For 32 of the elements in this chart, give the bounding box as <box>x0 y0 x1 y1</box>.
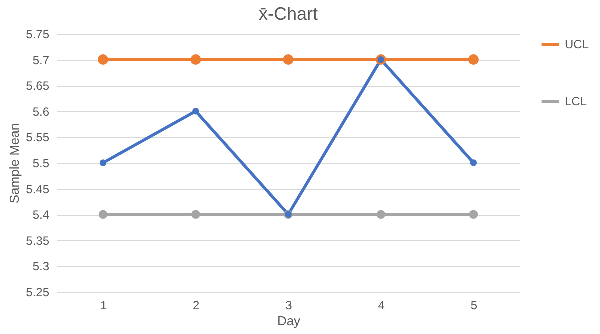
y-tick-label: 5.35 <box>26 234 50 248</box>
y-tick-label: 5.25 <box>26 286 50 300</box>
y-tick-label: 5.75 <box>26 28 50 42</box>
point <box>468 54 479 66</box>
legend-label: UCL <box>565 38 590 52</box>
point <box>470 160 478 166</box>
chart-title: x̄-Chart <box>258 4 318 24</box>
point <box>100 160 107 166</box>
legend-label: LCL <box>565 94 588 108</box>
point <box>469 210 478 219</box>
y-tick-label: 5.3 <box>32 260 50 274</box>
point <box>192 210 200 219</box>
point <box>190 54 202 66</box>
point <box>376 210 386 219</box>
x-tick-label: 3 <box>286 298 293 312</box>
x-tick-label: 1 <box>100 298 108 312</box>
y-tick-label: 5.55 <box>26 130 50 145</box>
y-tick-label: 5.7 <box>32 53 50 68</box>
point <box>98 54 109 66</box>
point <box>192 108 200 115</box>
point <box>283 54 294 66</box>
x-tick-label: 4 <box>378 298 386 312</box>
x-tick-label: 5 <box>470 298 478 312</box>
x-axis-title: Day <box>277 314 302 328</box>
y-tick-label: 5.45 <box>26 182 50 196</box>
y-tick-label: 5.65 <box>26 79 50 94</box>
y-tick-label: 5.4 <box>32 208 50 222</box>
point <box>98 210 108 219</box>
y-tick-label: 5.5 <box>32 156 50 170</box>
x-tick-label: 2 <box>193 298 200 312</box>
y-tick-label: 5.6 <box>32 104 50 119</box>
y-axis-title: Sample Mean <box>7 123 22 204</box>
